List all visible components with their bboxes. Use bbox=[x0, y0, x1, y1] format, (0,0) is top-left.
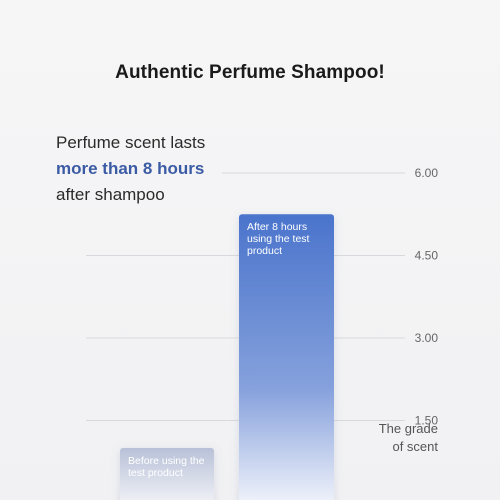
y-axis-caption: The grade of scent bbox=[379, 420, 438, 456]
page-title: Authentic Perfume Shampoo! bbox=[115, 62, 385, 83]
claim-caption: Perfume scent lasts more than 8 hours af… bbox=[56, 130, 205, 208]
y-tick-label: 4.50 bbox=[415, 249, 439, 263]
bar-before bbox=[120, 448, 214, 500]
claim-line-3: after shampoo bbox=[56, 185, 165, 204]
y-tick-label: 6.00 bbox=[415, 166, 439, 180]
claim-line-1: Perfume scent lasts bbox=[56, 133, 206, 152]
bar-label-after: After 8 hours using the test product bbox=[247, 221, 310, 258]
claim-highlight: more than 8 hours bbox=[56, 159, 205, 178]
bar-after bbox=[239, 214, 334, 500]
y-axis-caption-line-1: The grade bbox=[378, 421, 438, 436]
bar-label-before: Before using the test product bbox=[128, 455, 205, 479]
y-tick-label: 1.50 bbox=[415, 414, 439, 428]
y-tick-label: 3.00 bbox=[415, 331, 439, 345]
y-axis-caption-line-2: of scent bbox=[392, 439, 438, 454]
